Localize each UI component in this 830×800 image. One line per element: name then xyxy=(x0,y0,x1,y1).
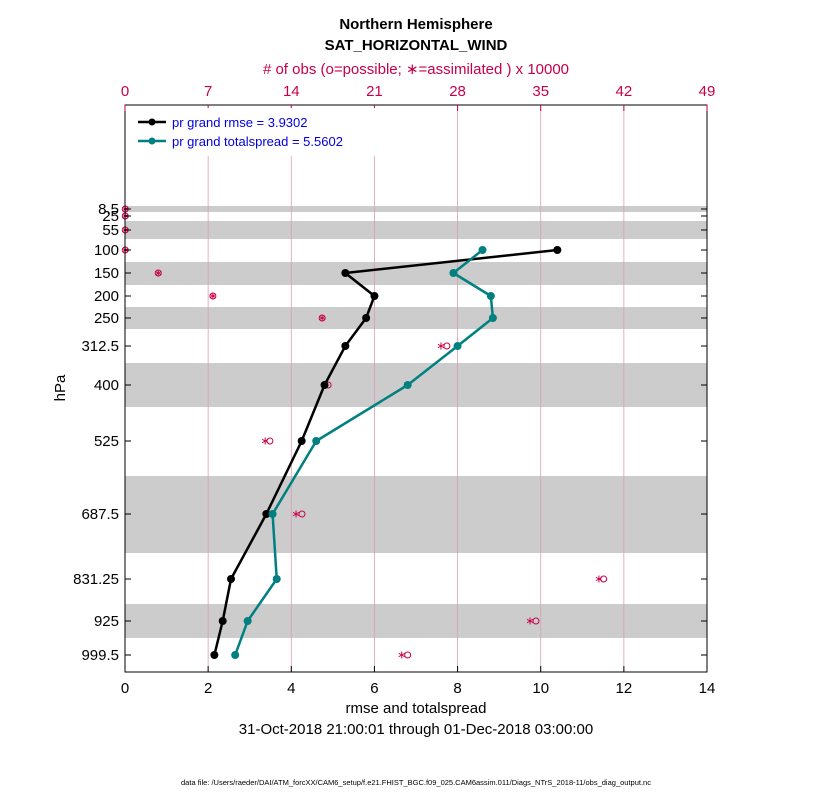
obs-assimilated-marker-250 xyxy=(318,314,326,322)
y-tick-label-687-5: 687.5 xyxy=(81,506,119,523)
obs-possible-marker-525 xyxy=(266,437,274,445)
series-point-rmse-200 xyxy=(370,292,379,300)
y-tick-label-831-25: 831.25 xyxy=(73,571,119,588)
series-point-totalspread-831-25 xyxy=(272,575,281,583)
legend-marker-totalspread xyxy=(148,137,156,145)
series-point-totalspread-100 xyxy=(478,246,487,254)
data-file-footnote: data file: /Users/raeder/DAI/ATM_forcXX/… xyxy=(181,778,651,787)
series-point-rmse-687-5 xyxy=(262,510,271,518)
band-400 xyxy=(125,363,707,407)
y-tick-label-250: 250 xyxy=(94,310,119,327)
top-tick-label-42: 42 xyxy=(616,83,633,100)
obs-assimilated-marker-525 xyxy=(261,437,269,445)
x-tick-label-10: 10 xyxy=(532,680,549,697)
series-point-totalspread-312-5 xyxy=(453,342,462,350)
top-tick-label-21: 21 xyxy=(366,83,383,100)
top-tick-label-49: 49 xyxy=(699,83,716,100)
date-range-label: 31-Oct-2018 21:00:01 through 01-Dec-2018… xyxy=(239,721,593,738)
y-tick-label-925: 925 xyxy=(94,613,119,630)
y-tick-label-312-5: 312.5 xyxy=(81,338,119,355)
legend-label-totalspread: pr grand totalspread = 5.5602 xyxy=(172,134,343,149)
x-tick-label-2: 2 xyxy=(204,680,212,697)
top-tick-label-14: 14 xyxy=(283,83,300,100)
legend: pr grand rmse = 3.9302 pr grand totalspr… xyxy=(128,108,383,156)
x-tick-label-12: 12 xyxy=(616,680,633,697)
chart-subtitle: SAT_HORIZONTAL_WIND xyxy=(325,37,508,54)
x-axis-label: rmse and totalspread xyxy=(346,700,487,717)
band-250 xyxy=(125,307,707,329)
series-point-rmse-831-25 xyxy=(227,575,236,583)
top-tick-label-0: 0 xyxy=(121,83,129,100)
band-55 xyxy=(125,221,707,239)
y-tick-label-999-5: 999.5 xyxy=(81,647,119,664)
top-tick-label-35: 35 xyxy=(532,83,549,100)
series-point-rmse-250 xyxy=(362,314,371,322)
x-tick-label-4: 4 xyxy=(287,680,295,697)
band-925 xyxy=(125,604,707,638)
level-bands xyxy=(125,206,707,638)
top-tick-label-28: 28 xyxy=(449,83,466,100)
y-tick-label-200: 200 xyxy=(94,288,119,305)
series-point-totalspread-999-5 xyxy=(231,651,240,659)
legend-label-rmse: pr grand rmse = 3.9302 xyxy=(172,115,308,130)
plot-frame xyxy=(124,104,708,673)
x-tick-label-8: 8 xyxy=(453,680,461,697)
series-point-totalspread-525 xyxy=(312,437,321,445)
series-point-rmse-312-5 xyxy=(341,342,350,350)
y-tick-label-400: 400 xyxy=(94,377,119,394)
band-150 xyxy=(125,262,707,285)
legend-marker-rmse xyxy=(148,118,156,126)
y-tick-label-25: 25 xyxy=(102,208,119,225)
band-8-5 xyxy=(125,206,707,212)
y-axis-label: hPa xyxy=(52,374,69,401)
top-tick-label-7: 7 xyxy=(204,83,212,100)
series-point-rmse-925 xyxy=(218,617,227,625)
series-point-rmse-100 xyxy=(553,246,562,254)
obs-possible-marker-999-5 xyxy=(404,651,412,659)
x-tick-label-14: 14 xyxy=(699,680,716,697)
y-tick-label-8-5: 8.5 xyxy=(98,201,119,218)
series-lines xyxy=(210,246,562,659)
obs-assimilated-marker-312-5 xyxy=(437,342,445,350)
series-point-rmse-525 xyxy=(297,437,306,445)
y-tick-label-150: 150 xyxy=(94,265,119,282)
obs-possible-marker-687-5 xyxy=(298,510,306,518)
series-point-totalspread-687-5 xyxy=(268,510,277,518)
top-axis-label: # of obs (o=possible; ∗=assimilated ) x … xyxy=(263,61,569,78)
obs-possible-marker-925 xyxy=(532,617,540,625)
series-point-totalspread-925 xyxy=(243,617,252,625)
series-point-rmse-999-5 xyxy=(210,651,219,659)
obs-possible-marker-831-25 xyxy=(600,575,608,583)
x-tick-label-0: 0 xyxy=(121,680,129,697)
series-point-totalspread-250 xyxy=(488,314,497,322)
y-tick-label-55: 55 xyxy=(102,222,119,239)
legend-box xyxy=(128,108,383,156)
y-tick-label-525: 525 xyxy=(94,433,119,450)
obs-assimilated-marker-831-25 xyxy=(595,575,603,583)
series-point-totalspread-400 xyxy=(403,381,412,389)
x-tick-label-6: 6 xyxy=(370,680,378,697)
obs-assimilated-marker-687-5 xyxy=(292,510,300,518)
obs-assimilated-marker-150 xyxy=(154,269,162,277)
series-point-rmse-400 xyxy=(320,381,329,389)
chart-title: Northern Hemisphere xyxy=(339,16,492,33)
obs-possible-marker-312-5 xyxy=(443,342,451,350)
series-point-totalspread-200 xyxy=(486,292,495,300)
obs-assimilated-marker-200 xyxy=(209,292,217,300)
obs-assimilated-marker-999-5 xyxy=(398,651,406,659)
y-tick-label-100: 100 xyxy=(94,242,119,259)
series-point-totalspread-150 xyxy=(449,269,458,277)
band-687-5 xyxy=(125,476,707,553)
obs-assimilated-marker-925 xyxy=(526,617,534,625)
series-point-rmse-150 xyxy=(341,269,350,277)
top-axis-gridlines xyxy=(207,105,625,672)
